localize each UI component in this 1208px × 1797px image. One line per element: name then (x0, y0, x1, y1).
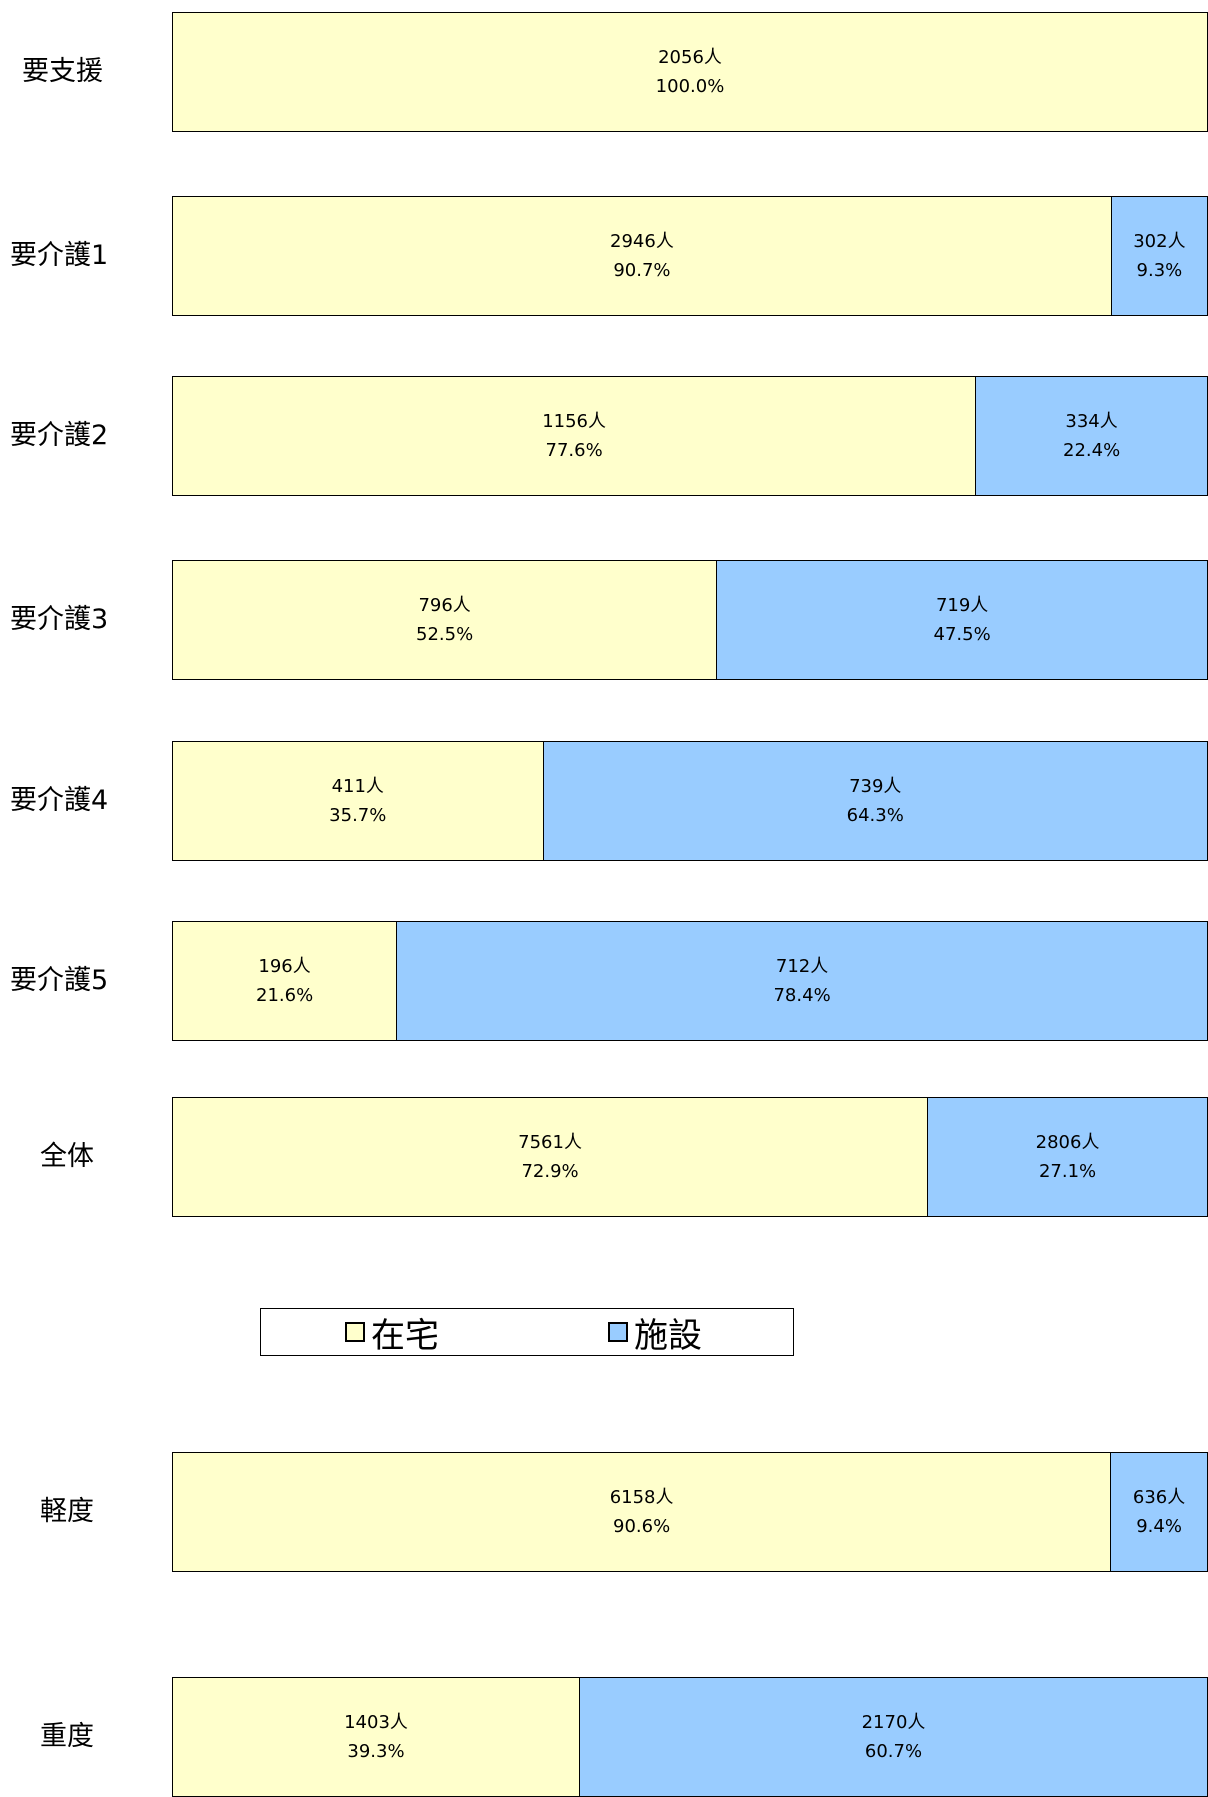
data-label: 196人 21.6% (173, 952, 396, 1010)
data-label-percent: 9.3% (1136, 260, 1183, 281)
data-label-percent: 77.6% (545, 440, 603, 461)
data-label-count: 2806人 (1035, 1132, 1100, 1153)
bar-segment-zaitaku: 2946人 90.7% (173, 197, 1111, 315)
stacked-bar: 2946人 90.7% 302人 9.3% (172, 196, 1208, 316)
data-label-count: 636人 (1132, 1487, 1186, 1508)
data-label-percent: 39.3% (347, 1741, 405, 1762)
legend-label-shisetsu: 施設 (634, 1315, 702, 1356)
data-label-percent: 78.4% (773, 985, 831, 1006)
bar-segment-zaitaku: 2056人 100.0% (173, 13, 1207, 131)
data-label-percent: 27.1% (1038, 1161, 1097, 1182)
stacked-bar: 1156人 77.6% 334人 22.4% (172, 376, 1208, 496)
data-label-count: 196人 (258, 956, 311, 977)
data-label-percent: 60.7% (864, 1741, 923, 1762)
data-label-percent: 100.0% (655, 76, 725, 97)
data-label: 719人 47.5% (717, 591, 1207, 649)
stacked-bar: 7561人 72.9% 2806人 27.1% (172, 1097, 1208, 1217)
category-label: 要介護4 (10, 785, 109, 816)
data-label-percent: 90.7% (613, 260, 671, 281)
bar-segment-zaitaku: 6158人 90.6% (173, 1453, 1111, 1571)
bar-segment-zaitaku: 411人 35.7% (173, 742, 543, 860)
bar-segment-shisetsu: 302人 9.3% (1110, 197, 1207, 315)
data-label-count: 712人 (775, 956, 829, 977)
category-label: 要介護1 (10, 240, 109, 271)
data-label-count: 2946人 (610, 231, 674, 252)
stacked-bar: 1403人 39.3% 2170人 60.7% (172, 1677, 1208, 1797)
data-label-percent: 64.3% (846, 805, 904, 826)
category-label: 重度 (40, 1721, 94, 1752)
category-label: 軽度 (40, 1496, 94, 1527)
stacked-bar: 411人 35.7% 739人 64.3% (172, 741, 1208, 861)
stacked-bar: 6158人 90.6% 636人 9.4% (172, 1452, 1208, 1572)
data-label-count: 7561人 (518, 1132, 582, 1153)
data-label-percent: 9.4% (1136, 1516, 1182, 1537)
data-label-count: 6158人 (609, 1487, 674, 1508)
data-label-count: 796人 (418, 595, 471, 616)
data-label: 2170人 60.7% (580, 1708, 1207, 1766)
data-label: 2946人 90.7% (173, 227, 1111, 285)
legend-swatch-zaitaku (345, 1322, 365, 1342)
bar-segment-zaitaku: 7561人 72.9% (173, 1098, 928, 1216)
bar-segment-shisetsu: 2170人 60.7% (579, 1678, 1207, 1796)
legend-label-zaitaku: 在宅 (371, 1315, 439, 1356)
data-label-percent: 52.5% (416, 624, 474, 645)
data-label-count: 334人 (1065, 411, 1118, 432)
bar-segment-shisetsu: 719人 47.5% (716, 561, 1207, 679)
data-label: 302人 9.3% (1112, 227, 1207, 285)
stacked-bar: 196人 21.6% 712人 78.4% (172, 921, 1208, 1041)
data-label: 334人 22.4% (976, 407, 1207, 465)
data-label-count: 1403人 (344, 1712, 408, 1733)
data-label-percent: 22.4% (1063, 440, 1121, 461)
data-label: 7561人 72.9% (173, 1128, 927, 1186)
legend-item-shisetsu: 施設 (608, 1309, 702, 1356)
data-label: 6158人 90.6% (173, 1483, 1110, 1541)
category-label: 要介護5 (10, 965, 109, 996)
data-label-percent: 21.6% (256, 985, 314, 1006)
data-label-percent: 72.9% (521, 1161, 579, 1182)
data-label-count: 1156人 (542, 411, 606, 432)
data-label: 2056人 100.0% (173, 43, 1207, 101)
data-label: 636人 9.4% (1111, 1483, 1207, 1541)
category-label: 要介護3 (10, 604, 109, 635)
data-label-count: 739人 (849, 776, 902, 797)
data-label-count: 719人 (935, 595, 989, 616)
bar-segment-zaitaku: 796人 52.5% (173, 561, 717, 679)
data-label-percent: 90.6% (613, 1516, 671, 1537)
data-label-percent: 47.5% (933, 624, 991, 645)
bar-segment-shisetsu: 636人 9.4% (1110, 1453, 1207, 1571)
category-label: 要介護2 (10, 420, 109, 451)
data-label: 1156人 77.6% (173, 407, 975, 465)
data-label: 411人 35.7% (173, 772, 543, 830)
bar-segment-zaitaku: 196人 21.6% (173, 922, 397, 1040)
stacked-bar: 796人 52.5% 719人 47.5% (172, 560, 1208, 680)
data-label: 2806人 27.1% (928, 1128, 1207, 1186)
legend-item-zaitaku: 在宅 (345, 1309, 439, 1356)
category-label: 全体 (40, 1141, 94, 1172)
data-label: 796人 52.5% (173, 591, 716, 649)
data-label-percent: 35.7% (329, 805, 387, 826)
category-label: 要支援 (22, 56, 103, 87)
data-label-count: 2170人 (861, 1712, 926, 1733)
stacked-bar: 2056人 100.0% (172, 12, 1208, 132)
data-label: 1403人 39.3% (173, 1708, 579, 1766)
chart-legend: 在宅 施設 (260, 1308, 794, 1356)
data-label: 712人 78.4% (397, 952, 1207, 1010)
data-label-count: 411人 (331, 776, 384, 797)
bar-segment-zaitaku: 1156人 77.6% (173, 377, 976, 495)
data-label: 739人 64.3% (544, 772, 1207, 830)
bar-segment-shisetsu: 334人 22.4% (975, 377, 1207, 495)
bar-segment-shisetsu: 739人 64.3% (542, 742, 1207, 860)
bar-segment-shisetsu: 712人 78.4% (396, 922, 1207, 1040)
data-label-count: 2056人 (658, 47, 722, 68)
legend-swatch-shisetsu (608, 1322, 628, 1342)
bar-segment-zaitaku: 1403人 39.3% (173, 1678, 580, 1796)
data-label-count: 302人 (1133, 231, 1186, 252)
bar-segment-shisetsu: 2806人 27.1% (927, 1098, 1207, 1216)
